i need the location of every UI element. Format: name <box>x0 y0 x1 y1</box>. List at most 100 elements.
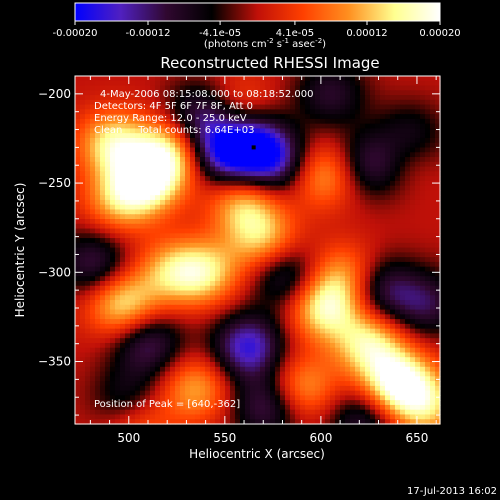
heatmap-cell <box>325 180 331 187</box>
heatmap-cell <box>230 114 236 120</box>
heatmap-cell <box>180 247 186 253</box>
heatmap-cell <box>180 366 186 373</box>
heatmap-cell <box>410 295 416 301</box>
heatmap-cell <box>260 257 266 263</box>
heatmap-cell <box>215 271 221 277</box>
heatmap-cell <box>330 142 336 149</box>
heatmap-cell <box>270 252 276 258</box>
heatmap-cell <box>370 276 376 282</box>
heatmap-cell <box>190 266 196 273</box>
heatmap-cell <box>270 223 276 230</box>
heatmap-cell <box>395 314 401 320</box>
heatmap-cell <box>365 247 371 253</box>
heatmap-cell <box>275 257 281 263</box>
heatmap-cell <box>170 166 176 172</box>
heatmap-cell <box>350 261 356 268</box>
heatmap-cell <box>225 85 231 91</box>
heatmap-cell <box>415 300 421 306</box>
heatmap-cell <box>170 362 176 368</box>
heatmap-cell <box>180 199 186 206</box>
heatmap-cell <box>180 381 186 387</box>
heatmap-cell <box>165 328 171 335</box>
heatmap-cell <box>95 238 101 244</box>
heatmap-cell <box>215 347 221 354</box>
heatmap-cell <box>170 95 176 101</box>
heatmap-cell <box>255 381 261 387</box>
heatmap-cell <box>195 371 201 377</box>
heatmap-cell <box>400 219 406 225</box>
heatmap-cell <box>330 118 336 125</box>
heatmap-cell <box>230 85 236 91</box>
heatmap-cell <box>275 371 281 377</box>
heatmap-cell <box>430 366 436 373</box>
heatmap-cell <box>240 381 246 387</box>
heatmap-cell <box>390 180 396 187</box>
heatmap-cell <box>400 357 406 363</box>
heatmap-cell <box>300 233 306 239</box>
heatmap-cell <box>205 99 211 106</box>
heatmap-cell <box>145 219 151 225</box>
heatmap-cell <box>320 366 326 373</box>
heatmap-cell <box>135 362 141 368</box>
heatmap-cell <box>405 223 411 230</box>
heatmap-cell <box>215 190 221 196</box>
heatmap-cell <box>310 347 316 354</box>
heatmap-cell <box>215 381 221 387</box>
heatmap-cell <box>75 300 81 306</box>
heatmap-cell <box>220 137 226 144</box>
heatmap-cell <box>285 338 291 344</box>
heatmap-cell <box>165 219 171 225</box>
heatmap-cell <box>340 285 346 292</box>
heatmap-cell <box>175 142 181 149</box>
heatmap-cell <box>195 357 201 363</box>
heatmap-cell <box>230 309 236 315</box>
heatmap-cell <box>185 180 191 187</box>
heatmap-cell <box>280 347 286 354</box>
heatmap-cell <box>155 95 161 101</box>
heatmap-cell <box>345 376 351 382</box>
heatmap-cell <box>230 161 236 168</box>
heatmap-cell <box>315 190 321 196</box>
heatmap-cell <box>420 176 426 182</box>
heatmap-cell <box>175 80 181 87</box>
heatmap-cell <box>295 223 301 230</box>
heatmap-cell <box>105 238 111 244</box>
heatmap-cell <box>405 185 411 192</box>
heatmap-cell <box>305 276 311 282</box>
heatmap-cell <box>415 152 421 158</box>
heatmap-cell <box>310 381 316 387</box>
heatmap-cell <box>405 166 411 172</box>
heatmap-cell <box>155 76 161 82</box>
heatmap-cell <box>165 233 171 239</box>
heatmap-cell <box>230 195 236 201</box>
heatmap-cell <box>220 271 226 277</box>
heatmap-cell <box>220 314 226 320</box>
heatmap-cell <box>290 109 296 115</box>
heatmap-cell <box>100 128 106 134</box>
heatmap-cell <box>145 366 151 373</box>
heatmap-cell <box>305 319 311 325</box>
heatmap-cell <box>295 99 301 106</box>
heatmap-cell <box>220 242 226 249</box>
heatmap-cell <box>255 266 261 273</box>
heatmap-cell <box>165 166 171 172</box>
heatmap-cell <box>385 385 391 392</box>
heatmap-cell <box>300 252 306 258</box>
heatmap-cell <box>350 185 356 192</box>
heatmap-cell <box>350 366 356 373</box>
heatmap-cell <box>90 180 96 187</box>
heatmap-cell <box>90 195 96 201</box>
heatmap-cell <box>190 285 196 292</box>
heatmap-cell <box>215 176 221 182</box>
heatmap-cell <box>200 133 206 139</box>
heatmap-cell <box>190 147 196 153</box>
heatmap-cell <box>360 252 366 258</box>
heatmap-cell <box>140 271 146 277</box>
heatmap-cell <box>80 104 86 110</box>
heatmap-cell <box>200 85 206 91</box>
heatmap-cell <box>135 309 141 315</box>
heatmap-cell <box>370 304 376 311</box>
heatmap-cell <box>150 371 156 377</box>
heatmap-cell <box>380 395 386 401</box>
heatmap-cell <box>385 362 391 368</box>
